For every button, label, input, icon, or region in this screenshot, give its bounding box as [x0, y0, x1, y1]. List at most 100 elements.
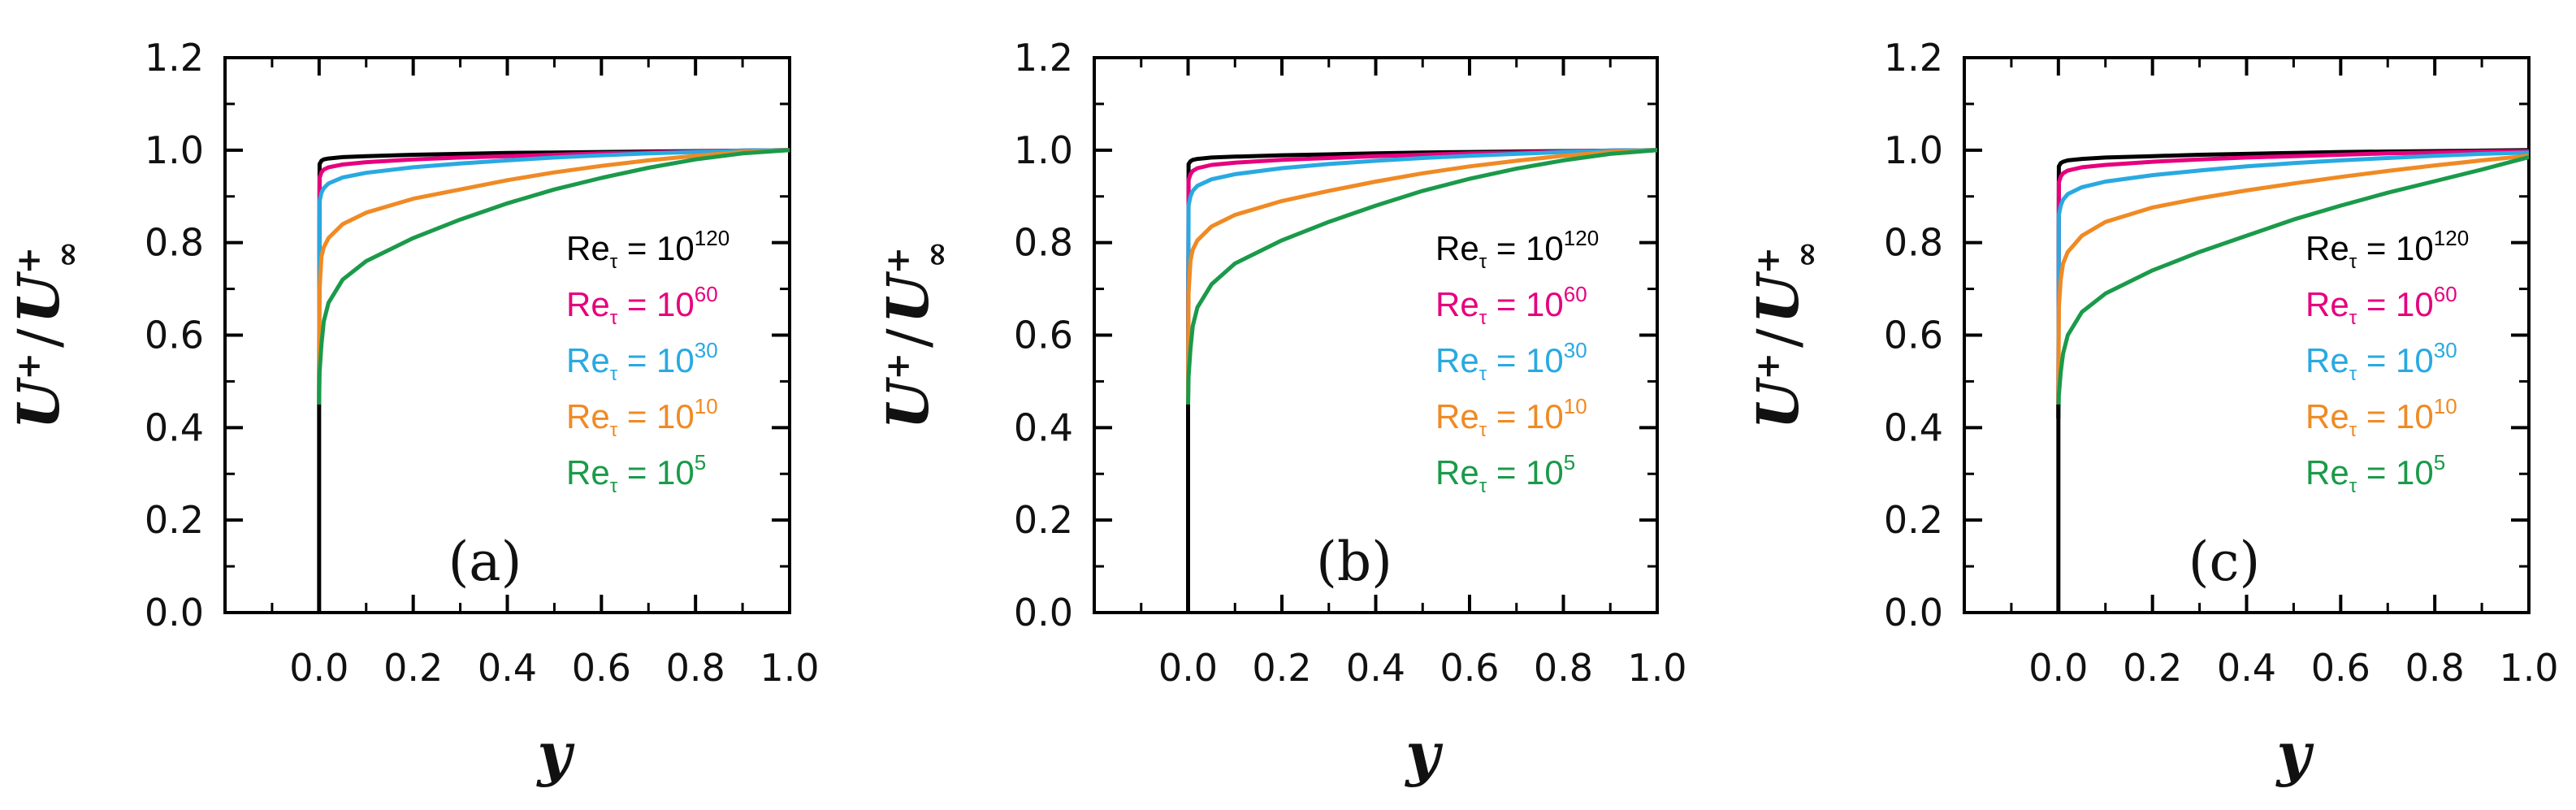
y-tick-label: 0.0	[1884, 591, 1943, 635]
legend-mid: = 10	[1487, 285, 1564, 323]
legend-sup: 10	[695, 394, 718, 418]
legend-mid: = 10	[2357, 229, 2434, 267]
y-axis-label-part: +	[10, 353, 48, 380]
legend-sup: 10	[2434, 394, 2457, 418]
legend-base: Re	[2305, 453, 2349, 492]
legend-mid: = 10	[617, 229, 695, 267]
x-tick-label: 0.2	[2123, 646, 2182, 690]
x-tick-label: 0.0	[1158, 646, 1218, 690]
series-line-5	[1186, 148, 1658, 405]
series-line-5	[317, 148, 790, 405]
series-line-3	[317, 148, 790, 405]
y-tick-label: 1.0	[145, 128, 204, 172]
y-tick-label: 0.4	[1014, 405, 1073, 449]
legend-sub: τ	[2349, 475, 2357, 497]
plot-frame	[223, 56, 791, 614]
y-axis-label-part: U	[5, 377, 72, 430]
series-line-4	[1186, 148, 1658, 405]
legend-sup: 60	[2434, 282, 2457, 306]
legend-entry-1: Reτ = 10120	[2305, 226, 2469, 273]
legend-sub: τ	[1479, 251, 1487, 273]
x-axis-label: y	[535, 719, 574, 788]
y-axis-label-part: U	[1744, 271, 1812, 323]
legend-mid: = 10	[1487, 229, 1564, 267]
legend-entry-3: Reτ = 1030	[566, 338, 718, 385]
y-axis-label-part: +	[1749, 247, 1787, 275]
legend-sup: 60	[695, 282, 718, 306]
legend-base: Re	[566, 285, 610, 323]
y-axis-label-part: /	[875, 328, 942, 348]
legend-sub: τ	[610, 251, 618, 273]
y-tick-label: 1.2	[145, 36, 204, 80]
x-tick-label: 0.2	[1252, 646, 1311, 690]
x-tick-label: 0.6	[2311, 646, 2370, 690]
series-line-3	[1186, 148, 1658, 405]
y-axis-label-part: +	[10, 247, 48, 275]
legend-entry-4: Reτ = 1010	[2305, 394, 2457, 441]
legend-sup: 120	[695, 226, 730, 250]
legend-mid: = 10	[2357, 453, 2434, 492]
legend-base: Re	[2305, 341, 2349, 379]
legend-base: Re	[566, 229, 610, 267]
legend-sub: τ	[2349, 363, 2357, 385]
y-tick-label: 0.8	[1014, 221, 1073, 265]
x-tick-label: 0.6	[1440, 646, 1499, 690]
y-tick-label: 0.2	[1884, 498, 1943, 542]
x-tick-label: 0.0	[2028, 646, 2088, 690]
x-tick-label: 0.8	[666, 646, 725, 690]
x-axis-label: y	[2275, 719, 2314, 788]
y-axis-label-part: ∞	[917, 240, 955, 267]
x-tick-label: 0.2	[383, 646, 443, 690]
x-tick-label: 1.0	[760, 646, 819, 690]
y-axis-label-part: +	[1749, 353, 1787, 380]
legend-mid: = 10	[617, 397, 695, 435]
series-line-2	[2056, 149, 2530, 419]
legend-entry-2: Reτ = 1060	[566, 282, 718, 329]
y-axis-label: U+/U+∞	[5, 240, 86, 429]
legend-base: Re	[1435, 229, 1479, 267]
legend-sub: τ	[610, 307, 618, 329]
legend-entry-1: Reτ = 10120	[1435, 226, 1599, 273]
legend-sup: 120	[1564, 226, 1599, 250]
series-line-1	[2056, 148, 2530, 419]
legend-base: Re	[566, 341, 610, 379]
legend-entry-4: Reτ = 1010	[566, 394, 718, 441]
legend-sup: 30	[1564, 338, 1587, 362]
legend-base: Re	[2305, 397, 2349, 435]
legend-sub: τ	[610, 419, 618, 441]
panel-2: 0.0 0.2 0.4 0.6 0.8 1.0 1.2 0.0 0.2 0.4 0.6 0.8 1.0 y…	[874, 36, 1687, 788]
x-tick-label: 0.0	[289, 646, 349, 690]
y-axis-label-part: ∞	[48, 240, 86, 267]
y-axis-label-part: +	[879, 353, 917, 380]
panel-3: 0.0 0.2 0.4 0.6 0.8 1.0 1.2 0.0 0.2 0.4 0.6 0.8 1.0 y…	[1744, 36, 2559, 788]
legend-sup: 60	[1564, 282, 1587, 306]
legend-sup: 5	[695, 450, 706, 474]
legend-sub: τ	[1479, 363, 1487, 385]
y-tick-label: 1.0	[1884, 128, 1943, 172]
y-tick-label: 0.0	[145, 591, 204, 635]
legend-entry-5: Reτ = 105	[1435, 450, 1575, 497]
y-tick-label: 0.8	[145, 221, 204, 265]
legend-sub: τ	[2349, 251, 2357, 273]
panel-label: (b)	[1316, 531, 1392, 593]
legend-base: Re	[2305, 229, 2349, 267]
y-axis-label-part: U	[874, 271, 942, 323]
series-line-3	[2056, 150, 2530, 419]
legend-sup: 30	[695, 338, 718, 362]
series-line-1	[1186, 148, 1658, 405]
legend-mid: = 10	[1487, 341, 1564, 379]
y-axis-label-part: +	[879, 247, 917, 275]
series-line-4	[2056, 154, 2530, 419]
y-tick-label: 0.0	[1014, 591, 1073, 635]
legend-mid: = 10	[2357, 341, 2434, 379]
legend-sub: τ	[1479, 419, 1487, 441]
y-tick-label: 0.6	[145, 314, 204, 357]
legend-base: Re	[1435, 397, 1479, 435]
legend-sup: 120	[2434, 226, 2469, 250]
legend-sup: 5	[2434, 450, 2445, 474]
y-axis-label-part: /	[6, 328, 72, 348]
legend-entry-2: Reτ = 1060	[2305, 282, 2457, 329]
series-line-4	[317, 148, 790, 405]
x-tick-label: 0.4	[2217, 646, 2276, 690]
